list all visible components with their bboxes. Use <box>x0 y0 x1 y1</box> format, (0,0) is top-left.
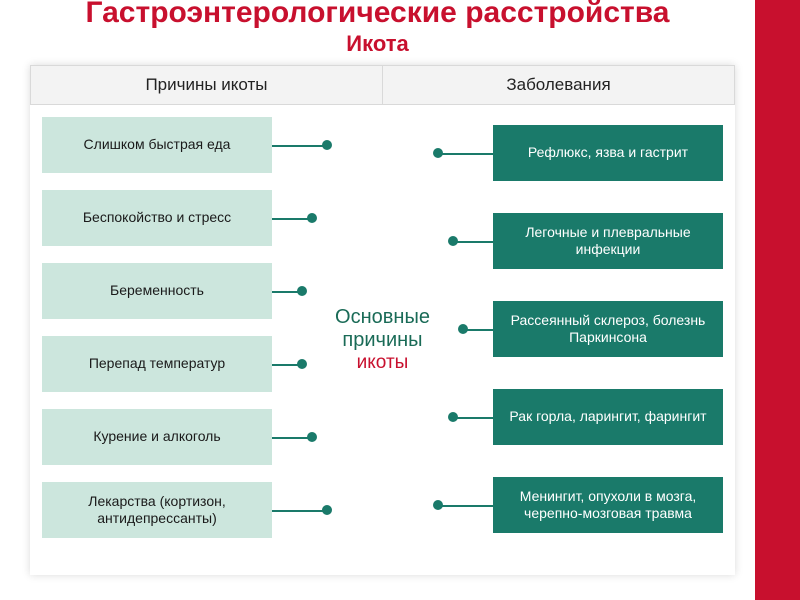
right-column: Рефлюкс, язва и гастрит Легочные и плевра… <box>493 125 723 533</box>
connector-dot <box>433 500 443 510</box>
left-box: Беспокойство и стресс <box>42 190 272 246</box>
center-line2: икоты <box>303 352 463 374</box>
left-box: Беременность <box>42 263 272 319</box>
left-box: Курение и алкоголь <box>42 409 272 465</box>
connector-dot <box>297 286 307 296</box>
right-box: Рассеянный склероз, болезнь Паркинсона <box>493 301 723 357</box>
slide: Гастроэнтерологические расстройства Икот… <box>0 0 755 600</box>
connector-dot <box>448 236 458 246</box>
left-column: Слишком быстрая еда Беспокойство и стресс… <box>42 117 272 538</box>
diagram: Причины икоты Заболевания Основные причи… <box>30 65 735 575</box>
connector-dot <box>307 213 317 223</box>
right-box: Легочные и плевральные инфекции <box>493 213 723 269</box>
connector-dot <box>297 359 307 369</box>
connector <box>453 417 493 419</box>
right-box: Рак горла, ларингит, фарингит <box>493 389 723 445</box>
connector-dot <box>458 324 468 334</box>
connector <box>272 145 327 147</box>
connector <box>272 218 312 220</box>
connector-dot <box>322 505 332 515</box>
slide-subtitle: Икота <box>0 31 755 57</box>
right-box: Менингит, опухоли в мозга, черепно-мозго… <box>493 477 723 533</box>
connector-dot <box>433 148 443 158</box>
connector-dot <box>448 412 458 422</box>
left-box: Слишком быстрая еда <box>42 117 272 173</box>
diagram-body: Основные причины икоты Слишком быстрая е… <box>30 105 735 575</box>
header-right: Заболевания <box>383 65 735 105</box>
slide-title: Гастроэнтерологические расстройства <box>0 0 755 29</box>
connector <box>272 437 312 439</box>
connector <box>438 153 493 155</box>
right-box: Рефлюкс, язва и гастрит <box>493 125 723 181</box>
center-label: Основные причины икоты <box>303 306 463 374</box>
header-left: Причины икоты <box>30 65 383 105</box>
connector-dot <box>307 432 317 442</box>
left-box: Лекарства (кортизон, антидепрессанты) <box>42 482 272 538</box>
connector-dot <box>322 140 332 150</box>
diagram-headers: Причины икоты Заболевания <box>30 65 735 105</box>
connector <box>453 241 493 243</box>
connector <box>272 510 327 512</box>
slide-accent-bar <box>755 0 800 600</box>
center-line1: Основные причины <box>303 306 463 352</box>
left-box: Перепад температур <box>42 336 272 392</box>
connector <box>438 505 493 507</box>
